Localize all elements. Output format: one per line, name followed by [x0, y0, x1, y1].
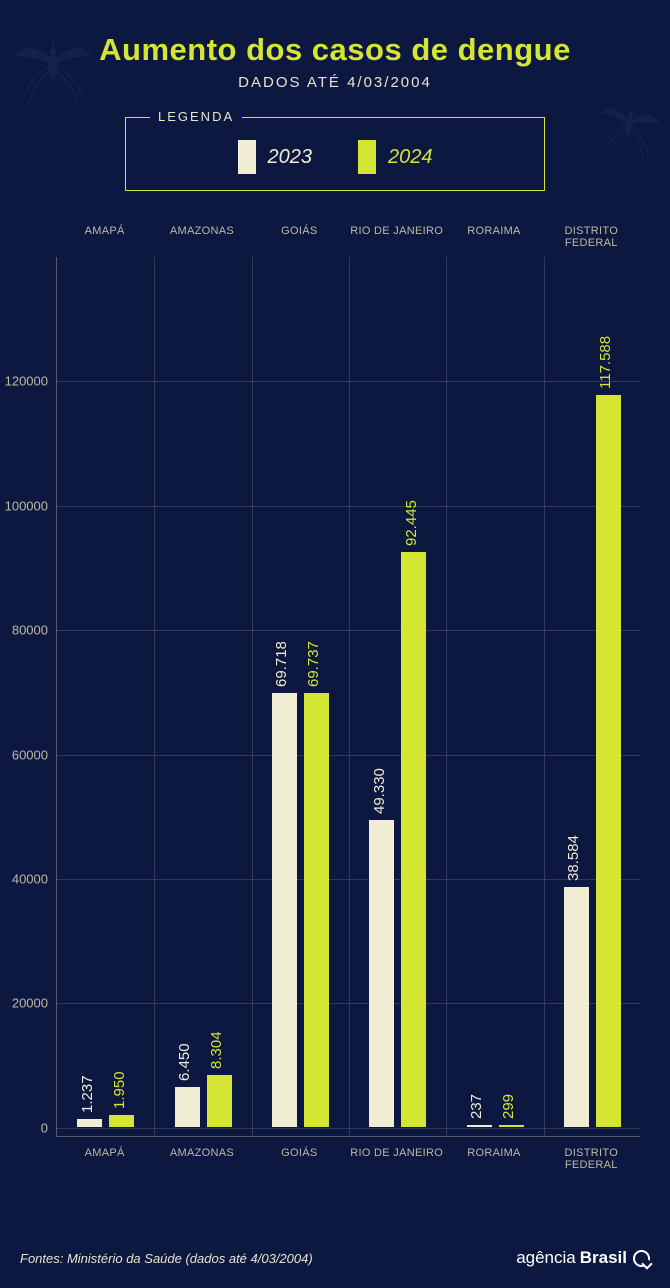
category-label-top: RORAIMA — [445, 225, 542, 249]
bar-value-label: 69.718 — [273, 641, 290, 687]
gridline-vertical — [252, 257, 253, 1136]
bar-group: 237 299 — [467, 1125, 524, 1127]
legend-label: 2023 — [268, 146, 313, 169]
y-tick-label: 80000 — [0, 623, 48, 638]
brand-text-a: agência — [516, 1248, 576, 1268]
category-label-top: AMAZONAS — [153, 225, 250, 249]
bar-group: 1.237 1.950 — [77, 1115, 134, 1127]
legend-item-2024: 2024 — [358, 140, 433, 174]
bar-value-label: 1.950 — [111, 1071, 128, 1109]
legend: LEGENDA 2023 2024 — [125, 117, 545, 191]
bar: 1.237 — [77, 1119, 102, 1127]
gridline-vertical — [154, 257, 155, 1136]
category-label-top: GOIÁS — [251, 225, 348, 249]
bar: 6.450 — [175, 1087, 200, 1127]
category-label-top: AMAPÁ — [56, 225, 153, 249]
y-tick-label: 100000 — [0, 498, 48, 513]
bar: 117.588 — [596, 395, 621, 1126]
chart-plot: 0200004000060000800001000001200001.2371.… — [56, 257, 640, 1137]
category-label-bottom: RIO DE JANEIRO — [348, 1147, 445, 1171]
category-label-bottom: GOIÁS — [251, 1147, 348, 1171]
category-label-bottom: AMAZONAS — [153, 1147, 250, 1171]
brand-text-b: Brasil — [580, 1248, 627, 1268]
bar: 69.718 — [272, 693, 297, 1127]
bar-group: 6.450 8.304 — [175, 1075, 232, 1127]
footer: Fontes: Ministério da Saúde (dados até 4… — [20, 1248, 650, 1268]
bar-group: 38.584 117.588 — [564, 395, 621, 1126]
y-tick-label: 0 — [0, 1120, 48, 1135]
brand-logo: agênciaBrasil — [516, 1248, 650, 1268]
bar: 69.737 — [304, 693, 329, 1127]
bar-value-label: 117.588 — [597, 336, 614, 389]
source-text: Fontes: Ministério da Saúde (dados até 4… — [20, 1251, 313, 1266]
y-tick-label: 120000 — [0, 374, 48, 389]
bar-value-label: 69.737 — [305, 641, 322, 687]
mosquito-icon — [8, 20, 98, 110]
y-tick-label: 40000 — [0, 871, 48, 886]
chart-title: Aumento dos casos de dengue — [0, 32, 670, 68]
category-label-bottom: RORAIMA — [445, 1147, 542, 1171]
bar-value-label: 92.445 — [403, 500, 420, 546]
bottom-category-labels: AMAPÁAMAZONASGOIÁSRIO DE JANEIRORORAIMAD… — [56, 1147, 640, 1171]
bar: 38.584 — [564, 887, 589, 1127]
brand-icon — [633, 1250, 650, 1267]
legend-swatch — [238, 140, 256, 174]
category-label-bottom: DISTRITO FEDERAL — [543, 1147, 640, 1171]
y-tick-label: 20000 — [0, 996, 48, 1011]
legend-item-2023: 2023 — [238, 140, 313, 174]
top-category-labels: AMAPÁAMAZONASGOIÁSRIO DE JANEIRORORAIMAD… — [56, 225, 640, 249]
category-label-bottom: AMAPÁ — [56, 1147, 153, 1171]
chart-header: Aumento dos casos de dengue DADOS ATÉ 4/… — [0, 0, 670, 91]
bar: 92.445 — [401, 552, 426, 1127]
bar: 237 — [467, 1125, 492, 1126]
legend-label: 2024 — [388, 146, 433, 169]
bar-group: 69.718 69.737 — [272, 693, 329, 1127]
bar: 1.950 — [109, 1115, 134, 1127]
gridline-vertical — [446, 257, 447, 1136]
bar: 299 — [499, 1125, 524, 1127]
bar: 49.330 — [369, 820, 394, 1127]
category-label-top: DISTRITO FEDERAL — [543, 225, 640, 249]
y-tick-label: 60000 — [0, 747, 48, 762]
bar-value-label: 237 — [468, 1094, 485, 1119]
bar-group: 49.330 92.445 — [369, 552, 426, 1127]
chart-subtitle: DADOS ATÉ 4/03/2004 — [0, 74, 670, 91]
bar: 8.304 — [207, 1075, 232, 1127]
gridline-vertical — [544, 257, 545, 1136]
bar-value-label: 49.330 — [371, 768, 388, 814]
gridline-vertical — [349, 257, 350, 1136]
bar-value-label: 299 — [500, 1094, 517, 1119]
bar-value-label: 6.450 — [176, 1043, 193, 1081]
legend-title: LEGENDA — [150, 109, 242, 124]
bar-value-label: 1.237 — [79, 1075, 96, 1113]
bar-value-label: 38.584 — [565, 835, 582, 881]
bar-value-label: 8.304 — [208, 1031, 225, 1069]
mosquito-icon — [588, 84, 669, 165]
category-label-top: RIO DE JANEIRO — [348, 225, 445, 249]
legend-swatch — [358, 140, 376, 174]
